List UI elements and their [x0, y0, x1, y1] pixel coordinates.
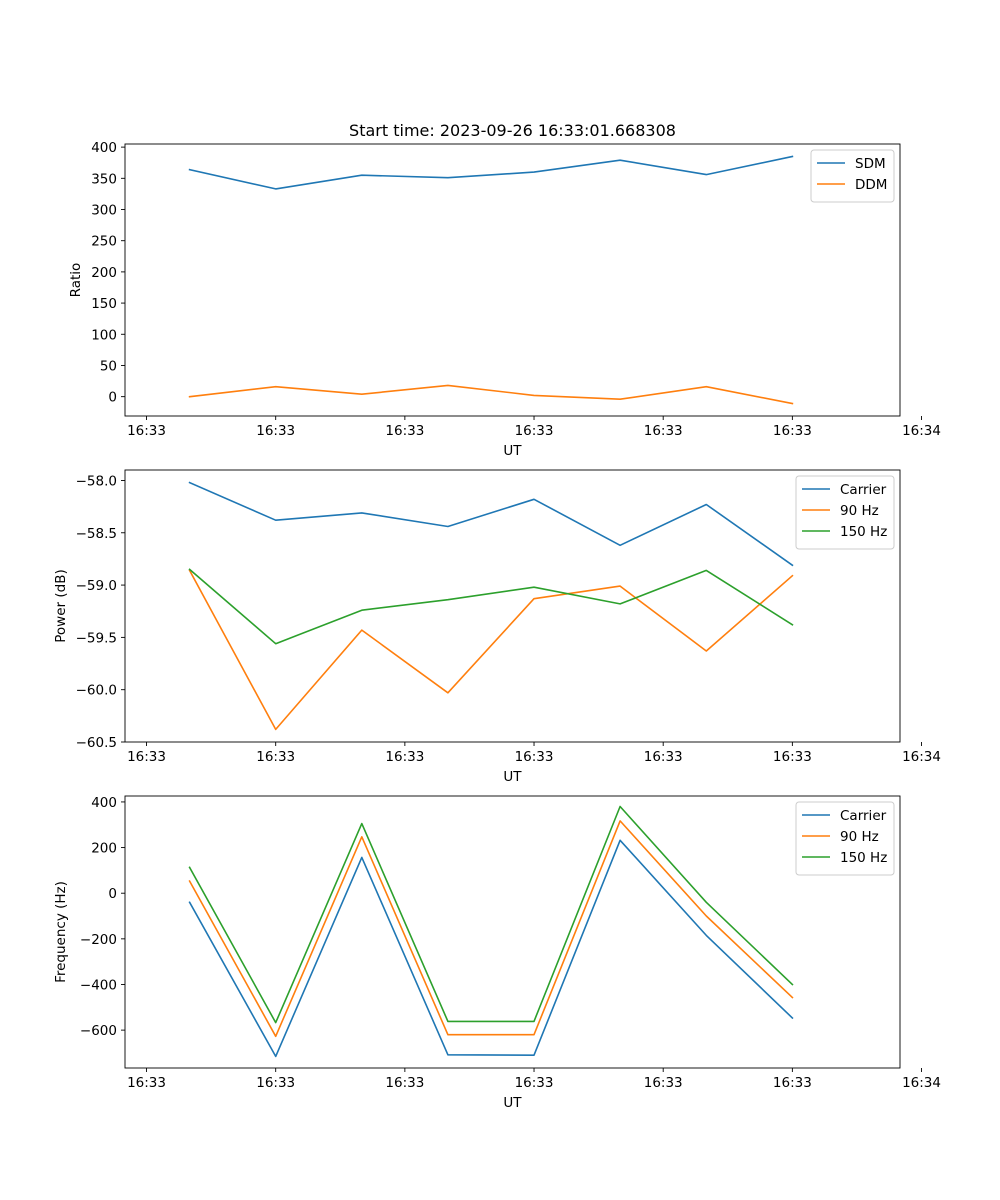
legend: SDM DDM	[810, 149, 895, 203]
series-line-sdm	[188, 155, 794, 190]
axes-frame	[124, 469, 901, 743]
legend-label: SDM	[855, 156, 886, 172]
y-tick-label: 400	[91, 795, 117, 811]
y-tick-label: −60.5	[76, 735, 117, 751]
y-tick-label: −59.5	[76, 630, 117, 646]
y-tick-label: −60.0	[76, 683, 117, 699]
x-tick-label: 16:33	[127, 423, 166, 439]
x-tick-label: 16:33	[385, 423, 424, 439]
y-axis-label: Frequency (Hz)	[53, 881, 69, 983]
legend: Carrier 90 Hz 150 Hz	[795, 475, 895, 550]
y-tick-label: 50	[100, 358, 117, 374]
x-axis-label: UT	[503, 443, 522, 459]
axes-frame	[124, 143, 901, 417]
x-tick-label: 16:33	[644, 1075, 683, 1091]
legend-label: 150 Hz	[840, 850, 887, 866]
legend-label: Carrier	[840, 808, 887, 824]
x-tick-label: 16:33	[127, 1075, 166, 1091]
x-tick-label: 16:33	[773, 1075, 812, 1091]
chart-panel-2: 16:33 16:33 16:33 16:33 16:33 16:33 16:34 −60.5…	[53, 469, 941, 785]
y-tick-label: 350	[91, 171, 117, 187]
chart-panel-3: 16:33 16:33 16:33 16:33 16:33 16:33 16:34 −600 −…	[53, 795, 941, 1111]
y-tick-label: −600	[80, 1023, 117, 1039]
x-axis-label: UT	[503, 1095, 522, 1111]
x-tick-label: 16:33	[644, 423, 683, 439]
y-tick-label: 150	[91, 296, 117, 312]
y-tick-label: 400	[91, 140, 117, 156]
chart-panel-1: 16:33 16:33 16:33 16:33 16:33 16:33 16:34 0 50 10…	[68, 140, 941, 459]
y-tick-label: 300	[91, 203, 117, 219]
x-tick-label: 16:33	[515, 423, 554, 439]
legend-label: 90 Hz	[840, 503, 879, 519]
series-line-ddm	[188, 384, 794, 405]
series-line-150-hz	[188, 568, 794, 645]
series-line-carrier	[188, 481, 794, 567]
series-line-150-hz	[188, 805, 794, 1024]
y-tick-label: −200	[80, 932, 117, 948]
figure-title: Start time: 2023-09-26 16:33:01.668308	[349, 121, 676, 140]
x-tick-label: 16:33	[773, 749, 812, 765]
x-axis-label: UT	[503, 769, 522, 785]
x-tick-label: 16:33	[256, 423, 295, 439]
panels: 16:33 16:33 16:33 16:33 16:33 16:33 16:34 0 50 10…	[53, 140, 941, 1111]
y-tick-label: 200	[91, 265, 117, 281]
x-tick-label: 16:33	[127, 749, 166, 765]
y-axis-label: Power (dB)	[53, 569, 69, 642]
legend-label: 150 Hz	[840, 524, 887, 540]
series-line-90-hz	[188, 820, 794, 1038]
y-tick-label: 100	[91, 327, 117, 343]
x-tick-label: 16:34	[902, 1075, 941, 1091]
x-tick-label: 16:33	[515, 1075, 554, 1091]
x-tick-label: 16:33	[256, 1075, 295, 1091]
y-tick-label: −58.5	[76, 526, 117, 542]
x-tick-label: 16:33	[256, 749, 295, 765]
y-axis-label: Ratio	[68, 263, 84, 298]
y-tick-label: 200	[91, 841, 117, 857]
x-tick-label: 16:33	[385, 1075, 424, 1091]
legend-label: 90 Hz	[840, 829, 879, 845]
series-line-90-hz	[188, 569, 794, 731]
legend: Carrier 90 Hz 150 Hz	[795, 801, 895, 876]
axes-frame	[124, 795, 901, 1069]
y-tick-label: 250	[91, 234, 117, 250]
series-line-carrier	[188, 839, 794, 1058]
legend-label: Carrier	[840, 482, 887, 498]
x-tick-label: 16:34	[902, 749, 941, 765]
legend-label: DDM	[855, 177, 887, 193]
x-tick-label: 16:34	[902, 423, 941, 439]
y-tick-label: −59.0	[76, 578, 117, 594]
x-tick-label: 16:33	[515, 749, 554, 765]
y-tick-label: 0	[108, 886, 117, 902]
x-tick-label: 16:33	[385, 749, 424, 765]
x-tick-label: 16:33	[773, 423, 812, 439]
y-tick-label: 0	[108, 390, 117, 406]
y-tick-label: −400	[80, 977, 117, 993]
x-tick-label: 16:33	[644, 749, 683, 765]
y-tick-label: −58.0	[76, 473, 117, 489]
